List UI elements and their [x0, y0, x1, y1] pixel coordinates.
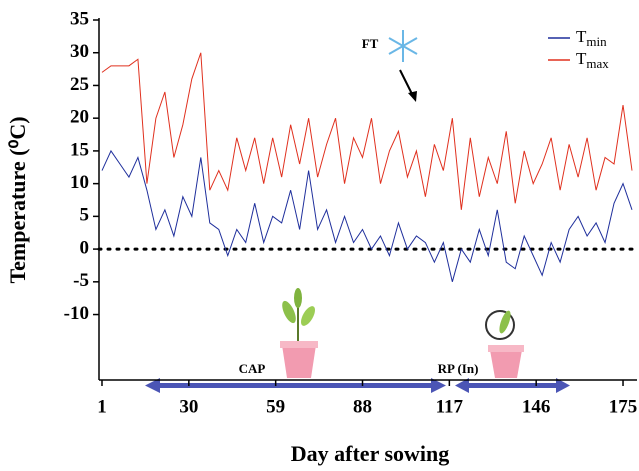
y-tick-label: 35 [70, 8, 89, 29]
legend-label-main: T [576, 27, 587, 46]
y-tick-label: 25 [70, 74, 89, 95]
y-tick-label: 10 [70, 172, 89, 193]
annotation: CAP [239, 361, 266, 376]
x-tick-label: 146 [522, 396, 551, 417]
y-tick-label: 20 [70, 107, 89, 128]
y-tick-label: -10 [64, 303, 89, 324]
legend-label-main: T [576, 49, 587, 68]
y-axis-label: Temperature (⁰C) [5, 116, 30, 283]
legend-label-sub: min [586, 34, 607, 49]
rp-arrow [455, 378, 570, 393]
plant-pot [485, 310, 524, 378]
x-tick-label: 117 [436, 396, 464, 417]
x-tick-label: 59 [266, 396, 285, 417]
x-tick-label: 1 [97, 396, 107, 417]
legend-label-sub: max [586, 56, 609, 71]
x-tick-label: 88 [353, 396, 372, 417]
y-tick-label: -5 [73, 270, 89, 291]
ft-arrowhead [408, 91, 417, 102]
annotation: FT [362, 36, 379, 51]
legend-label: Tmax [576, 49, 609, 71]
x-axis-label: Day after sowing [291, 441, 449, 466]
x-tick-label: 175 [609, 396, 638, 417]
legend-label: Tmin [576, 27, 607, 49]
snowflake [388, 30, 418, 62]
y-tick-label: 30 [70, 41, 89, 62]
line-series [101, 149, 633, 282]
y-tick-label: 0 [80, 237, 90, 258]
x-tick-label: 30 [179, 396, 198, 417]
annotation: RP (In) [438, 361, 479, 376]
line-series [101, 52, 633, 210]
plant-pot [280, 288, 318, 378]
y-tick-label: 5 [80, 205, 90, 226]
y-tick-label: 15 [70, 139, 89, 160]
cap-arrow [145, 378, 446, 393]
annotation-graphics [145, 30, 570, 393]
